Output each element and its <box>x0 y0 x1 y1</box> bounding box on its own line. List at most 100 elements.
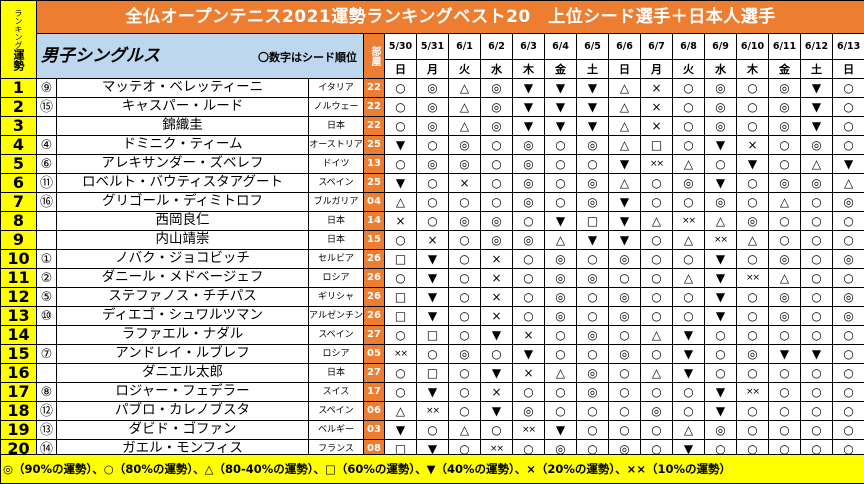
fortune-cell: ○ <box>448 287 481 307</box>
fortune-cell: ◎ <box>576 325 609 345</box>
rank-cell: 8 <box>0 211 37 231</box>
rank-cell: 13 <box>0 306 37 326</box>
country-cell: アルゼンチン <box>308 306 364 326</box>
category-header: 男子シングルス 〇数字はシード順位 <box>36 33 364 79</box>
room-cell: 05 <box>363 344 385 364</box>
fortune-cell: ○ <box>768 401 801 421</box>
fortune-cell: × <box>480 287 513 307</box>
fortune-cell: △ <box>608 78 641 98</box>
fortune-cell: ○ <box>831 230 864 250</box>
fortune-cell: △ <box>640 325 673 345</box>
fortune-cell: ○ <box>544 192 577 212</box>
fortune-cell: ◎ <box>544 268 577 288</box>
seed-cell <box>36 230 57 250</box>
date-header: 6/11 <box>768 33 801 60</box>
fortune-cell: ○ <box>800 287 833 307</box>
fortune-cell: ▼ <box>384 173 417 193</box>
rank-cell: 5 <box>0 154 37 174</box>
table-row: 13 ⑩ ディエゴ・シュワルツマン アルゼンチン 26 □ ▼ ○ × ○ ◎ ○ ◎ ○ ○ ▼ ○ ◎ ○ ◎ <box>0 306 864 326</box>
room-cell: 13 <box>363 154 385 174</box>
fortune-cell: ▼ <box>608 154 641 174</box>
fortune-cell: ○ <box>831 78 864 98</box>
date-header: 6/3 <box>512 33 545 60</box>
rank-cell: 9 <box>0 230 37 250</box>
table-row: 3 錦織圭 日本 22 ○ ◎ △ ◎ ▼ ▼ ▼ △ × ○ ◎ ○ ◎ ▼ ○ <box>0 116 864 136</box>
fortune-cell: ○ <box>576 401 609 421</box>
fortune-cell: ○ <box>831 211 864 231</box>
seed-cell: ⑩ <box>36 306 57 326</box>
seed-cell: ⑮ <box>36 97 57 117</box>
fortune-cell: ◎ <box>768 173 801 193</box>
fortune-cell: △ <box>448 420 481 440</box>
country-cell: スペイン <box>308 325 364 345</box>
fortune-cell: ○ <box>831 268 864 288</box>
date-header: 6/2 <box>480 33 513 60</box>
table-row: 10 ① ノバク・ジョコビッチ セルビア 26 □ ▼ ○ × ○ ◎ ○ ◎ ○ ○ ▼ ○ ◎ ○ ◎ <box>0 249 864 269</box>
room-cell: 26 <box>363 287 385 307</box>
fortune-cell: ◎ <box>512 154 545 174</box>
fortune-cell: × <box>480 249 513 269</box>
fortune-cell: ○ <box>448 230 481 250</box>
fortune-cell: ○ <box>768 230 801 250</box>
country-cell: スペイン <box>308 173 364 193</box>
fortune-cell: ◎ <box>704 420 737 440</box>
fortune-cell: ◎ <box>768 306 801 326</box>
fortune-cell: ○ <box>480 344 513 364</box>
room-cell: 26 <box>363 268 385 288</box>
fortune-cell: ◎ <box>448 154 481 174</box>
fortune-cell: ○ <box>544 401 577 421</box>
room-cell: 06 <box>363 401 385 421</box>
fortune-cell: ○ <box>736 287 769 307</box>
fortune-cell: ▼ <box>768 344 801 364</box>
fortune-cell: ○ <box>800 325 833 345</box>
fortune-cell: ▼ <box>544 420 577 440</box>
fortune-cell: ○ <box>831 382 864 402</box>
fortune-cell: ◎ <box>672 173 705 193</box>
rank-header-big: 運勢 <box>12 48 25 71</box>
fortune-cell: × <box>736 135 769 155</box>
country-cell: ロシア <box>308 344 364 364</box>
seed-cell <box>36 363 57 383</box>
fortune-cell: ▼ <box>416 268 449 288</box>
fortune-cell: ×× <box>384 344 417 364</box>
fortune-cell: △ <box>704 211 737 231</box>
fortune-cell: △ <box>384 192 417 212</box>
room-cell: 26 <box>363 306 385 326</box>
country-cell: スイス <box>308 382 364 402</box>
fortune-cell: ○ <box>576 154 609 174</box>
fortune-cell: ○ <box>384 116 417 136</box>
fortune-cell: ○ <box>831 325 864 345</box>
fortune-cell: ○ <box>736 97 769 117</box>
fortune-cell: × <box>512 363 545 383</box>
date-header: 6/5 <box>576 33 609 60</box>
fortune-cell: ×× <box>416 401 449 421</box>
fortune-cell: ◎ <box>416 97 449 117</box>
rank-cell: 7 <box>0 192 37 212</box>
fortune-cell: ◎ <box>704 192 737 212</box>
fortune-cell: △ <box>384 401 417 421</box>
fortune-cell: ▼ <box>608 211 641 231</box>
fortune-cell: ◎ <box>608 344 641 364</box>
fortune-cell: ▼ <box>512 344 545 364</box>
fortune-cell: ○ <box>384 268 417 288</box>
table-row: 6 ⑪ ロベルト・バウティスタアグート スペイン 25 ▼ ○ × ○ ◎ ○ ◎ △ ○ ◎ ▼ ○ ◎ ◎ △ <box>0 173 864 193</box>
country-cell: 日本 <box>308 230 364 250</box>
fortune-cell: △ <box>672 420 705 440</box>
date-header: 6/7 <box>640 33 673 60</box>
rank-cell: 12 <box>0 287 37 307</box>
room-cell: 26 <box>363 249 385 269</box>
fortune-cell: ×× <box>512 420 545 440</box>
fortune-cell: ◎ <box>480 97 513 117</box>
fortune-cell: ○ <box>672 249 705 269</box>
fortune-cell: △ <box>608 116 641 136</box>
fortune-cell: ○ <box>416 192 449 212</box>
fortune-cell: △ <box>672 154 705 174</box>
fortune-cell: ○ <box>384 230 417 250</box>
fortune-cell: ×× <box>736 268 769 288</box>
fortune-cell: ▼ <box>704 135 737 155</box>
fortune-cell: ○ <box>448 268 481 288</box>
fortune-cell: ◎ <box>608 249 641 269</box>
rank-cell: 1 <box>0 78 37 98</box>
rank-cell: 4 <box>0 135 37 155</box>
